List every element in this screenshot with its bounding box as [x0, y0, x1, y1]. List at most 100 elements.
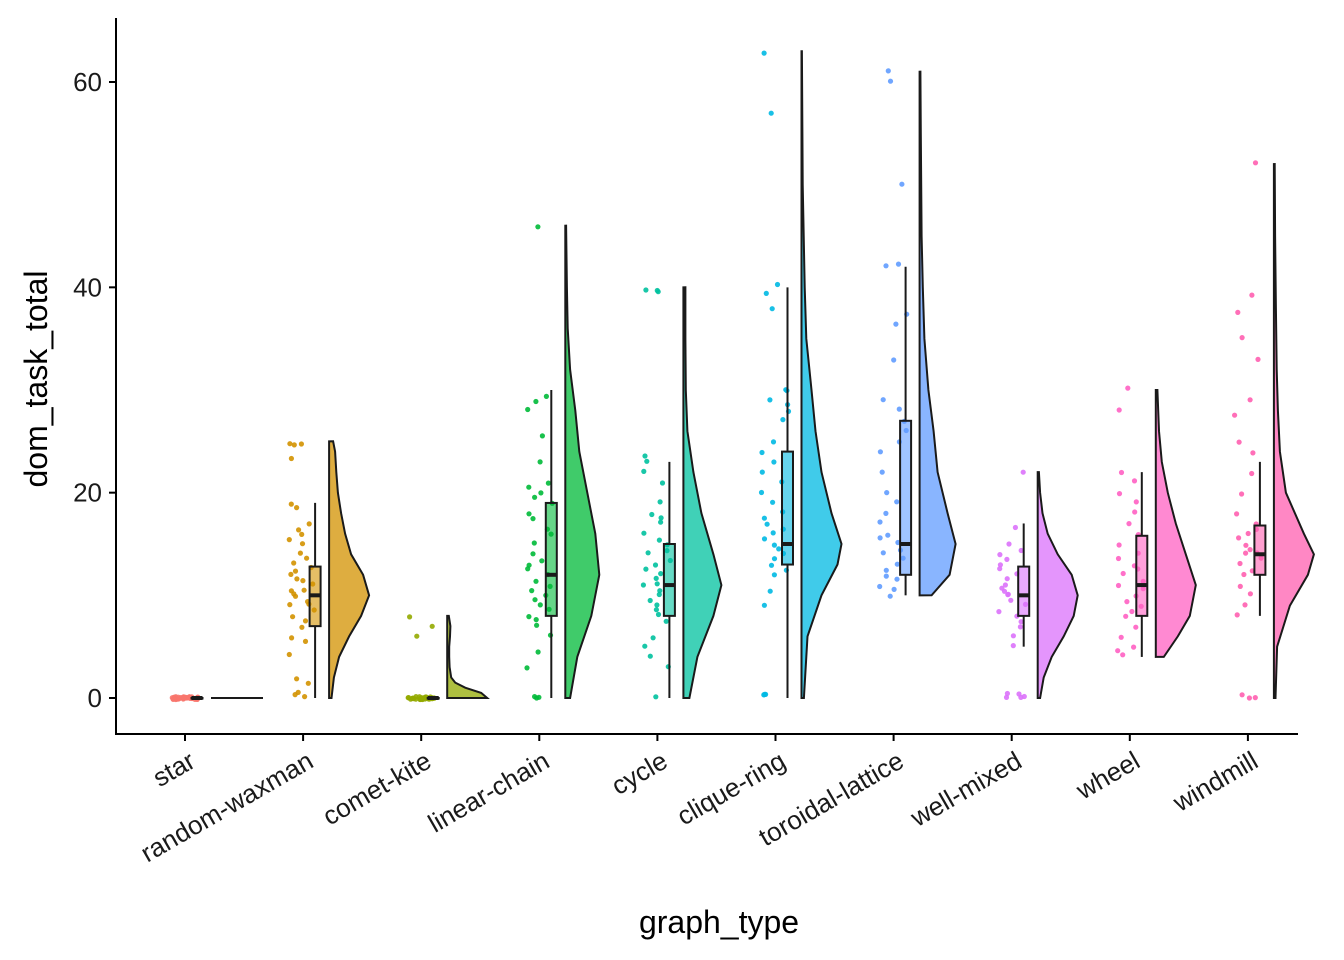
point-clique-ring-5	[771, 572, 778, 578]
point-well-mixed-23	[997, 552, 1003, 558]
point-well-mixed-10	[996, 609, 1002, 615]
group-cycle	[640, 286, 723, 700]
point-wheel-18	[1116, 542, 1122, 548]
point-toroidal-lattice-18	[877, 449, 884, 455]
point-cycle-27	[657, 499, 663, 505]
point-well-mixed-21	[997, 562, 1004, 568]
point-cycle-5	[663, 618, 669, 624]
point-linear-chain-28	[538, 490, 544, 496]
point-linear-chain-25	[526, 511, 532, 517]
point-windmill-6	[1237, 583, 1243, 590]
point-clique-ring-13	[770, 530, 776, 536]
point-cycle-17	[652, 562, 659, 568]
point-windmill-3	[1234, 612, 1240, 618]
point-random-waxman-29	[286, 537, 292, 543]
point-clique-ring-21	[759, 469, 765, 475]
point-cycle-7	[653, 607, 660, 613]
point-windmill-20	[1239, 491, 1245, 497]
point-well-mixed-1	[1003, 694, 1010, 701]
group-toroidal-lattice	[877, 68, 957, 599]
point-windmill-19	[1234, 511, 1240, 517]
point-comet-kite-30	[414, 633, 420, 639]
point-cycle-13	[640, 582, 647, 588]
x-tick-label-comet-kite: comet-kite	[317, 745, 436, 831]
point-random-waxman-31	[296, 527, 302, 533]
point-windmill-27	[1239, 335, 1245, 341]
point-random-waxman-18	[301, 587, 307, 593]
point-random-waxman-30	[299, 531, 305, 538]
point-toroidal-lattice-23	[880, 397, 886, 403]
x-tick-label-windmill: windmill	[1167, 745, 1263, 818]
point-toroidal-lattice-15	[894, 499, 900, 505]
point-well-mixed-7	[1017, 624, 1024, 630]
point-clique-ring-11	[771, 542, 778, 548]
box-clique-ring	[781, 450, 794, 566]
point-random-waxman-4	[294, 676, 300, 682]
point-wheel-21	[1132, 509, 1138, 515]
point-clique-ring-31	[769, 306, 775, 312]
point-well-mixed-22	[1004, 556, 1010, 563]
point-linear-chain-30	[545, 480, 552, 486]
point-windmill-21	[1249, 470, 1255, 477]
point-random-waxman-8	[299, 624, 305, 630]
point-linear-chain-7	[533, 617, 539, 623]
point-linear-chain-34	[533, 398, 539, 405]
violin-well-mixed	[1036, 471, 1079, 699]
y-tick-label-60: 60	[73, 67, 102, 97]
point-wheel-4	[1133, 624, 1139, 630]
point-comet-kite-27	[413, 696, 419, 702]
point-toroidal-lattice-3	[894, 576, 900, 582]
violin-windmill	[1272, 163, 1315, 699]
point-random-waxman-38	[298, 441, 304, 447]
point-wheel-13	[1120, 570, 1126, 577]
point-wheel-8	[1124, 599, 1130, 605]
y-tick-label-0: 0	[88, 683, 102, 713]
point-well-mixed-20	[997, 566, 1003, 572]
point-random-waxman-12	[287, 602, 293, 608]
point-cycle-16	[643, 566, 649, 572]
point-clique-ring-22	[771, 459, 777, 465]
point-random-waxman-32	[306, 521, 312, 527]
point-linear-chain-15	[533, 578, 539, 584]
point-random-waxman-22	[288, 571, 294, 578]
point-clique-ring-4	[767, 588, 773, 594]
group-wheel	[1115, 385, 1197, 658]
point-cycle-8	[654, 602, 660, 608]
point-clique-ring-18	[770, 499, 776, 505]
point-random-waxman-23	[292, 568, 299, 574]
x-tick-label-cycle: cycle	[606, 745, 672, 801]
group-windmill	[1232, 160, 1315, 701]
point-random-waxman-37	[287, 441, 293, 447]
point-windmill-26	[1255, 356, 1261, 362]
violin-random-waxman	[328, 440, 371, 699]
point-wheel-1	[1115, 648, 1121, 654]
point-toroidal-lattice-24	[891, 357, 897, 363]
y-tick-label-20: 20	[73, 478, 102, 508]
point-clique-ring-33	[774, 281, 781, 288]
box-windmill	[1253, 524, 1267, 576]
point-linear-chain-11	[532, 597, 538, 603]
point-wheel-0	[1120, 652, 1126, 658]
point-windmill-12	[1243, 550, 1249, 556]
point-random-waxman-17	[288, 588, 294, 594]
point-random-waxman-7	[289, 635, 295, 641]
box-toroidal-lattice	[899, 419, 913, 576]
point-well-mixed-14	[1005, 592, 1011, 598]
point-clique-ring-16	[761, 515, 768, 521]
point-clique-ring-34	[768, 110, 774, 116]
point-cycle-29	[641, 468, 647, 474]
violin-clique-ring	[800, 50, 843, 699]
point-windmill-1	[1252, 695, 1258, 701]
point-clique-ring-35	[761, 50, 767, 56]
point-wheel-5	[1123, 613, 1129, 619]
point-comet-kite-28	[421, 695, 427, 701]
group-random-waxman	[286, 440, 371, 700]
group-star	[169, 694, 263, 703]
point-toroidal-lattice-11	[877, 535, 883, 541]
point-toroidal-lattice-12	[885, 532, 891, 538]
point-linear-chain-8	[526, 614, 532, 620]
point-toroidal-lattice-25	[893, 321, 899, 327]
point-cycle-26	[649, 511, 655, 518]
point-windmill-24	[1232, 412, 1238, 418]
point-linear-chain-18	[526, 562, 532, 568]
